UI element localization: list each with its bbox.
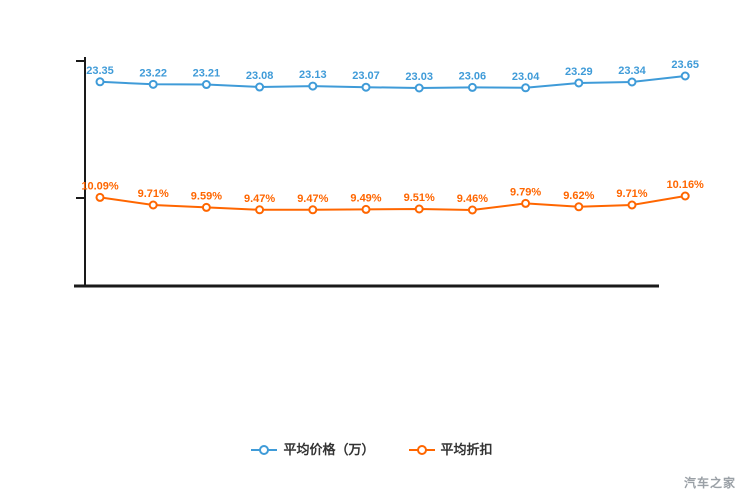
series-line: [99, 195, 686, 212]
data-point-marker: [521, 83, 531, 93]
series-line: [99, 75, 686, 90]
legend-line-marker-icon: [251, 444, 278, 455]
data-point-label: 23.29: [565, 66, 593, 78]
data-point-marker: [148, 200, 158, 210]
data-point-label: 9.71%: [616, 188, 647, 200]
data-point-marker: [201, 80, 211, 90]
data-point-marker: [627, 77, 637, 87]
data-point-label: 23.65: [671, 59, 699, 71]
data-point-marker: [361, 82, 371, 92]
data-point-label: 23.34: [618, 65, 646, 77]
data-point-label: 23.03: [405, 71, 433, 83]
data-point-marker: [95, 192, 105, 202]
legend-label-average-discount: 平均折扣: [440, 442, 493, 457]
data-point-marker: [680, 191, 690, 201]
data-point-label: 9.79%: [510, 186, 541, 198]
data-point-marker: [521, 198, 531, 208]
data-point-marker: [680, 71, 690, 81]
data-point-label: 23.07: [352, 70, 380, 82]
data-point-label: 23.22: [139, 67, 167, 79]
chart-legend: 平均价格（万） 平均折扣: [0, 443, 744, 456]
data-point-marker: [361, 204, 371, 214]
data-point-label: 9.46%: [457, 193, 488, 205]
data-point-label: 23.06: [459, 70, 487, 82]
data-point-label: 10.16%: [667, 179, 705, 191]
data-point-marker: [95, 77, 105, 87]
data-point-label: 23.13: [299, 69, 327, 81]
data-point-label: 23.35: [86, 65, 114, 77]
data-point-label: 9.49%: [350, 192, 381, 204]
legend-item-average-price[interactable]: 平均价格（万）: [251, 442, 375, 457]
data-point-marker: [574, 78, 584, 88]
data-point-marker: [574, 202, 584, 212]
data-point-label: 10.09%: [81, 180, 119, 192]
data-point-marker: [467, 82, 477, 92]
data-point-marker: [255, 205, 265, 215]
data-point-marker: [414, 83, 424, 93]
data-point-marker: [414, 204, 424, 214]
data-point-marker: [148, 79, 158, 89]
data-point-label: 9.47%: [244, 193, 275, 205]
data-point-marker: [255, 82, 265, 92]
data-point-marker: [308, 81, 318, 91]
data-point-label: 9.62%: [563, 190, 594, 202]
data-point-label: 9.71%: [138, 188, 169, 200]
watermark-autohome: 汽车之家: [683, 476, 736, 490]
data-point-marker: [467, 205, 477, 215]
legend-line-marker-icon: [408, 444, 435, 455]
data-point-marker: [627, 200, 637, 210]
data-point-marker: [308, 205, 318, 215]
data-point-label: 23.21: [193, 68, 221, 80]
data-point-label: 23.04: [512, 71, 540, 83]
legend-label-average-price: 平均价格（万）: [283, 442, 375, 457]
data-point-label: 9.59%: [191, 190, 222, 202]
data-point-marker: [201, 202, 211, 212]
data-point-label: 23.08: [246, 70, 274, 82]
series-layer: 23.35 23.22 23.21 23.08 23.13 23.07 23.03 23.06…: [81, 59, 705, 215]
legend-item-average-discount[interactable]: 平均折扣: [408, 442, 493, 457]
data-point-label: 9.51%: [404, 192, 435, 204]
data-point-label: 9.47%: [297, 193, 328, 205]
